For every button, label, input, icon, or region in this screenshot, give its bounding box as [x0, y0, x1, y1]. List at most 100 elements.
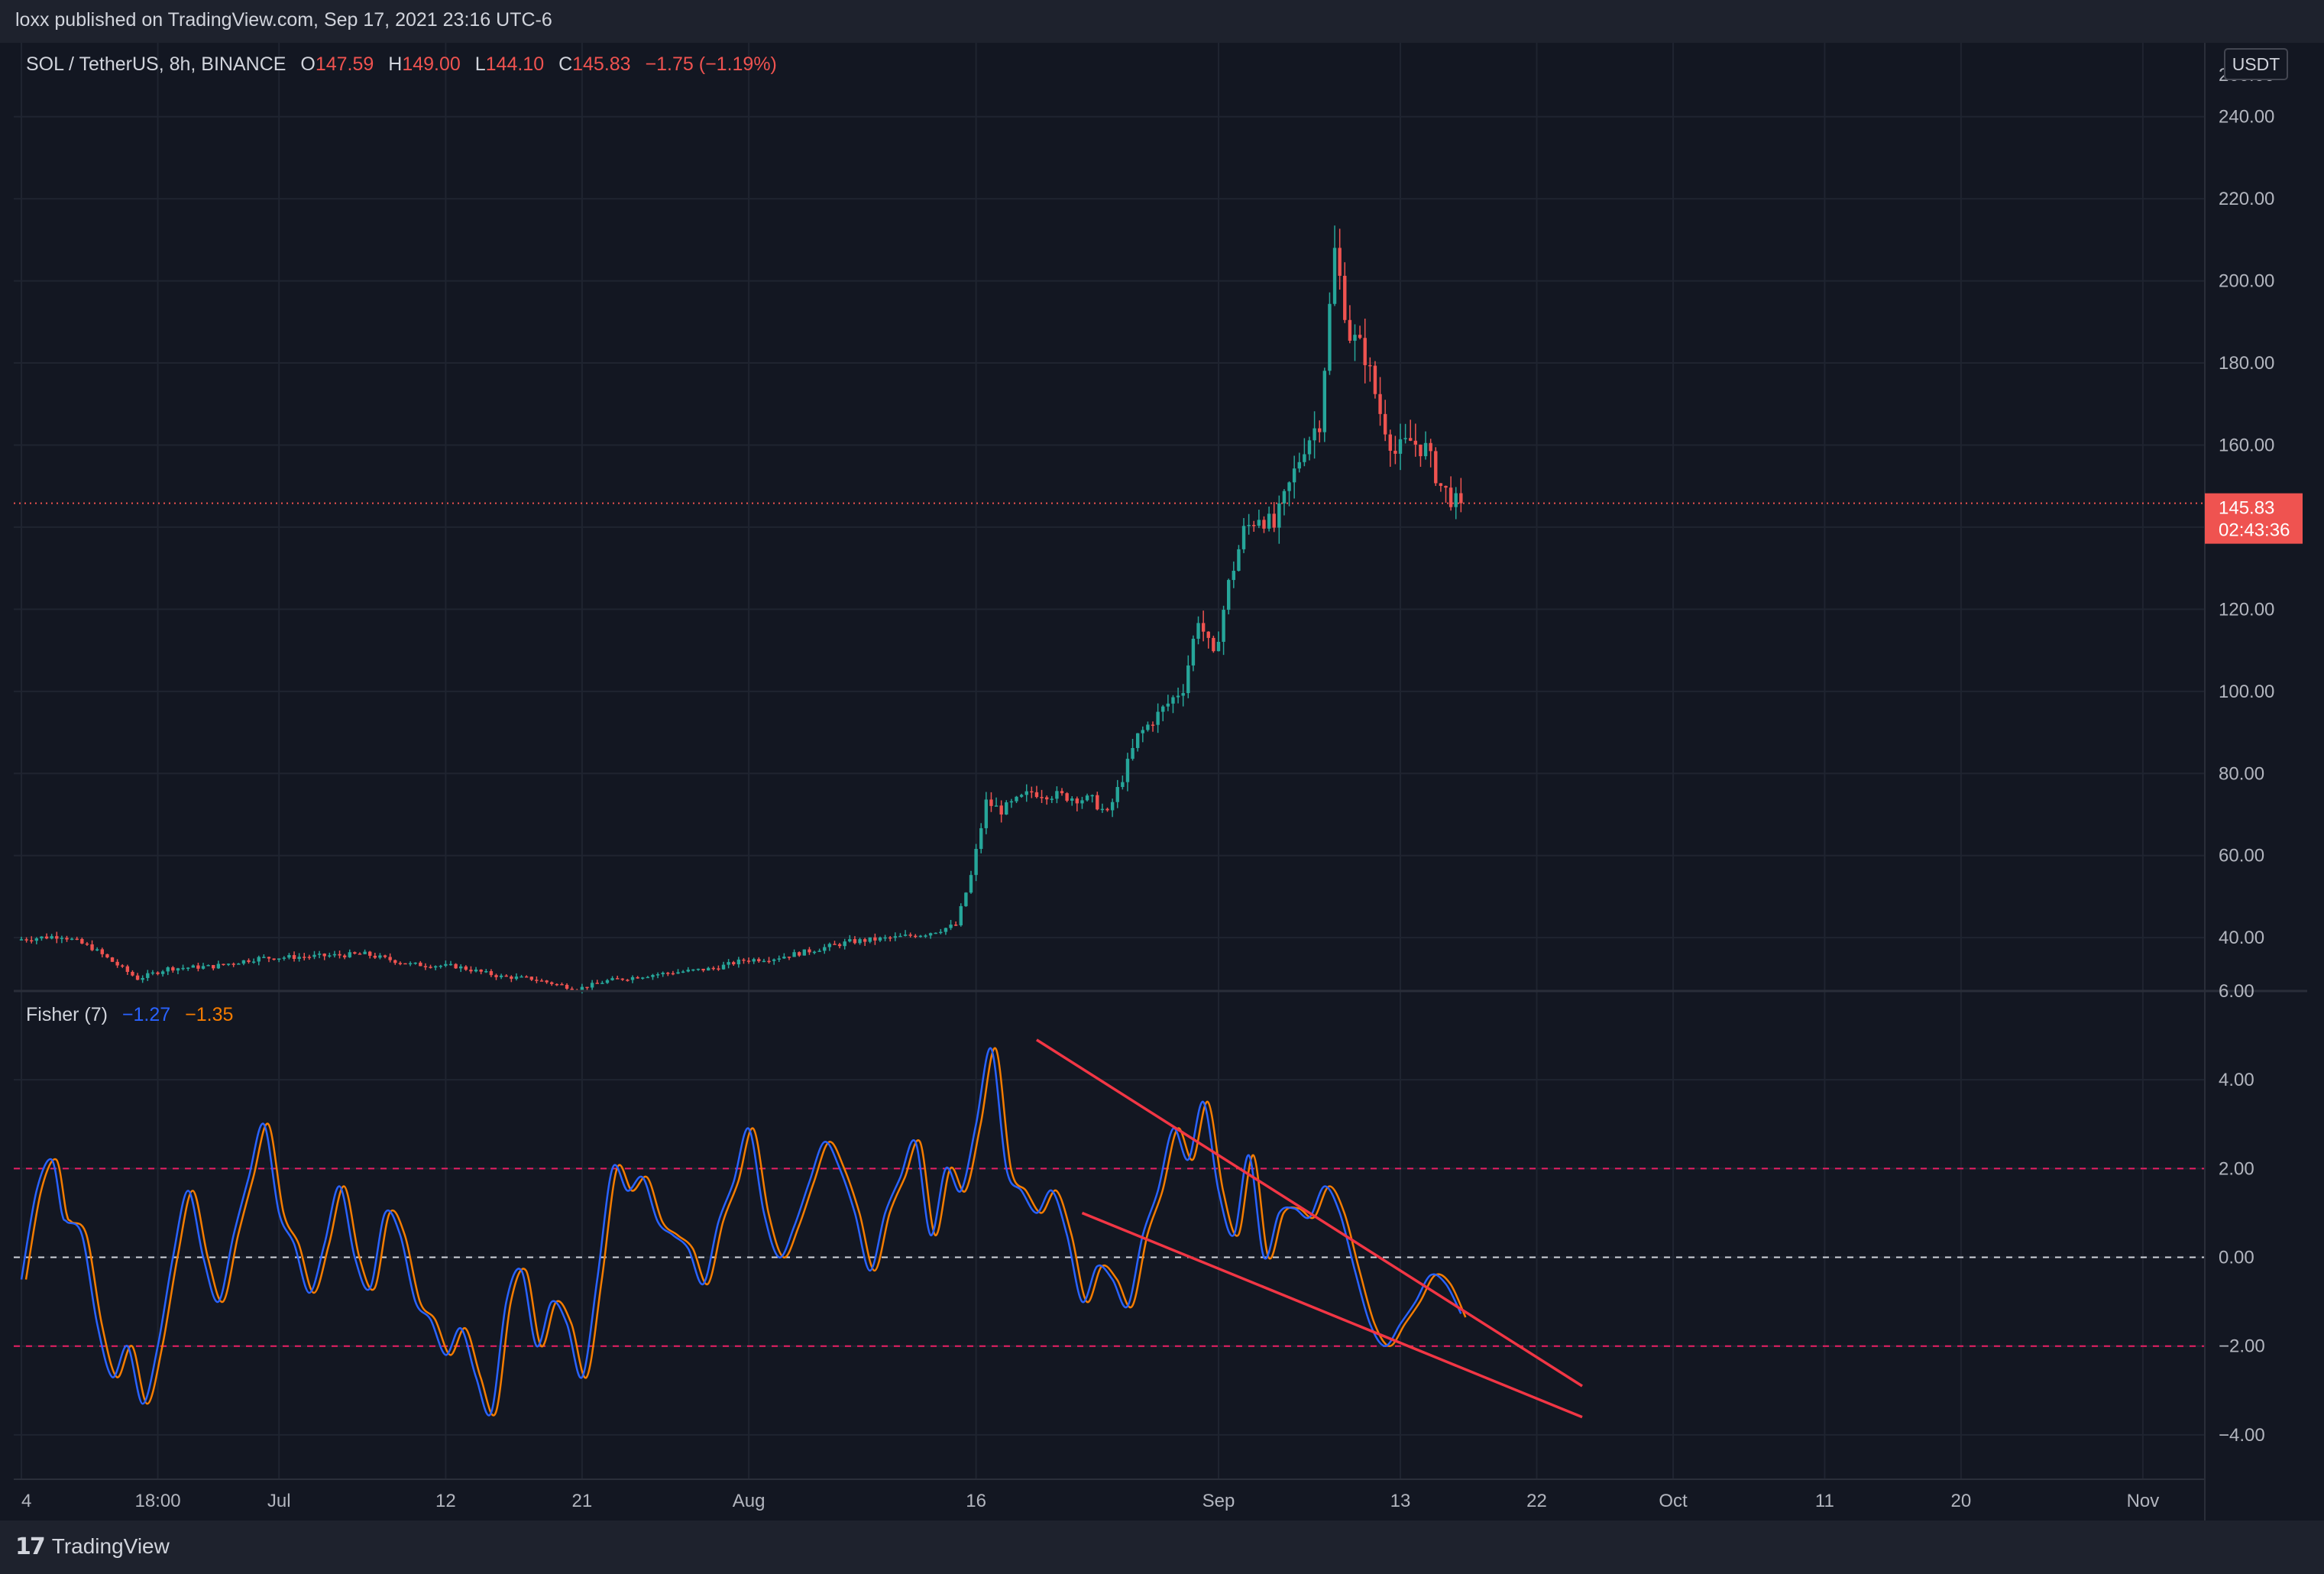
candle-body: [742, 959, 746, 961]
trendlines[interactable]: [1036, 1038, 1583, 1419]
candle-body: [1040, 797, 1044, 798]
candle-body: [267, 957, 271, 959]
candle-body: [201, 966, 206, 969]
candle-body: [1252, 524, 1256, 526]
price-tick-label: 80.00: [2219, 763, 2264, 784]
candle-body: [1303, 454, 1306, 462]
candle-body: [1166, 703, 1170, 707]
candle-body: [237, 964, 241, 965]
candle-body: [1388, 434, 1392, 451]
candle-body: [156, 972, 160, 974]
candle-body: [105, 954, 109, 958]
candle-body: [277, 958, 281, 960]
candle-body: [949, 925, 953, 928]
price-axis[interactable]: 40.00 60.00 80.00 100.00 120.00 160.00 180.00 2…: [2219, 107, 2274, 948]
change-value: −1.75 (−1.19%): [646, 53, 777, 75]
trendline: [1081, 1211, 1583, 1419]
candle-body: [1272, 513, 1276, 528]
candle-body: [802, 949, 807, 956]
candle-body: [1363, 338, 1367, 365]
candle-body: [403, 963, 407, 965]
candle-body: [1287, 482, 1291, 491]
candle-body: [727, 962, 730, 965]
symbol-legend[interactable]: SOL / TetherUS, 8h, BINANCE O147.59 H149…: [26, 53, 777, 75]
candle-body: [1070, 798, 1074, 801]
candle-body: [282, 957, 286, 959]
candle-body: [706, 967, 710, 971]
fisher-lines: [20, 1047, 1467, 1417]
candle-body: [1353, 335, 1357, 341]
open-label: O: [300, 53, 315, 75]
candle-body: [30, 940, 34, 942]
candle-body: [388, 957, 392, 960]
candle-body: [1060, 791, 1064, 794]
close-label: C: [558, 53, 572, 75]
candle-body: [70, 938, 74, 941]
candle-body: [529, 976, 533, 980]
candle-body: [1358, 335, 1362, 338]
candle-body: [939, 931, 943, 934]
tradingview-logo[interactable]: 17 TradingView: [15, 1531, 170, 1562]
fisher-tick-label: 4.00: [2219, 1070, 2254, 1090]
fisher-axis[interactable]: −4.00 −2.00 0.00 2.00 4.00 6.00: [2219, 981, 2265, 1446]
candle-body: [95, 949, 99, 951]
candle-body: [489, 971, 494, 976]
candle-body: [353, 952, 357, 954]
candle-body: [626, 980, 630, 981]
candle-body: [898, 935, 902, 938]
candle-body: [792, 952, 796, 957]
candle-body: [75, 938, 79, 941]
candle-body: [1444, 485, 1448, 488]
time-axis[interactable]: 4 18:00 Jul 12 21 Aug 16 Sep 13 22 Oct 11 20 Nov: [21, 1491, 2159, 1511]
candle-body: [1044, 797, 1049, 800]
candle-body: [560, 983, 564, 986]
candle-body: [843, 941, 846, 947]
candle-body: [782, 957, 786, 959]
tradingview-logo-icon: 17: [15, 1533, 46, 1560]
candle-body: [303, 957, 306, 958]
price-tick-label: 120.00: [2219, 599, 2274, 620]
candle-body: [1096, 795, 1099, 810]
candle-body: [848, 939, 852, 942]
candle-body: [661, 973, 665, 975]
indicator-name: Fisher (7): [26, 1004, 108, 1025]
candle-body: [110, 957, 115, 962]
candle-body: [666, 973, 670, 974]
candle-body: [1115, 786, 1119, 802]
candle-body: [964, 892, 968, 906]
candle-body: [1216, 642, 1221, 652]
candle-body: [641, 977, 645, 979]
price-tick-label: 60.00: [2219, 846, 2264, 866]
candle-body: [524, 976, 529, 978]
candle-body: [550, 982, 554, 984]
candle-body: [1232, 571, 1236, 581]
candle-body: [206, 965, 210, 967]
candle-body: [858, 939, 862, 944]
time-tick-label: 13: [1390, 1491, 1411, 1511]
candle-body: [1368, 364, 1372, 367]
candle-body: [383, 955, 387, 957]
indicator-legend[interactable]: Fisher (7) −1.27 −1.35: [26, 1004, 233, 1025]
candle-body: [297, 957, 301, 959]
candle-body: [181, 967, 185, 970]
candle-body: [1171, 697, 1175, 704]
currency-badge[interactable]: [2224, 48, 2288, 80]
candle-body: [1398, 439, 1403, 454]
candle-body: [746, 960, 751, 962]
currency-label[interactable]: USDT: [2232, 54, 2280, 74]
candle-body: [24, 939, 28, 941]
candle-body: [721, 964, 726, 970]
candle-body: [1186, 665, 1190, 694]
candle-body: [338, 954, 341, 956]
candle-body: [1212, 637, 1215, 652]
candle-body: [307, 957, 312, 958]
trendline: [1036, 1038, 1583, 1388]
low-value: 144.10: [486, 53, 544, 75]
candle-body: [615, 978, 620, 980]
candle-body: [651, 975, 655, 977]
candle-body: [115, 961, 119, 966]
candle-body: [833, 944, 837, 945]
candle-body: [171, 967, 175, 971]
candle-body: [787, 957, 791, 958]
